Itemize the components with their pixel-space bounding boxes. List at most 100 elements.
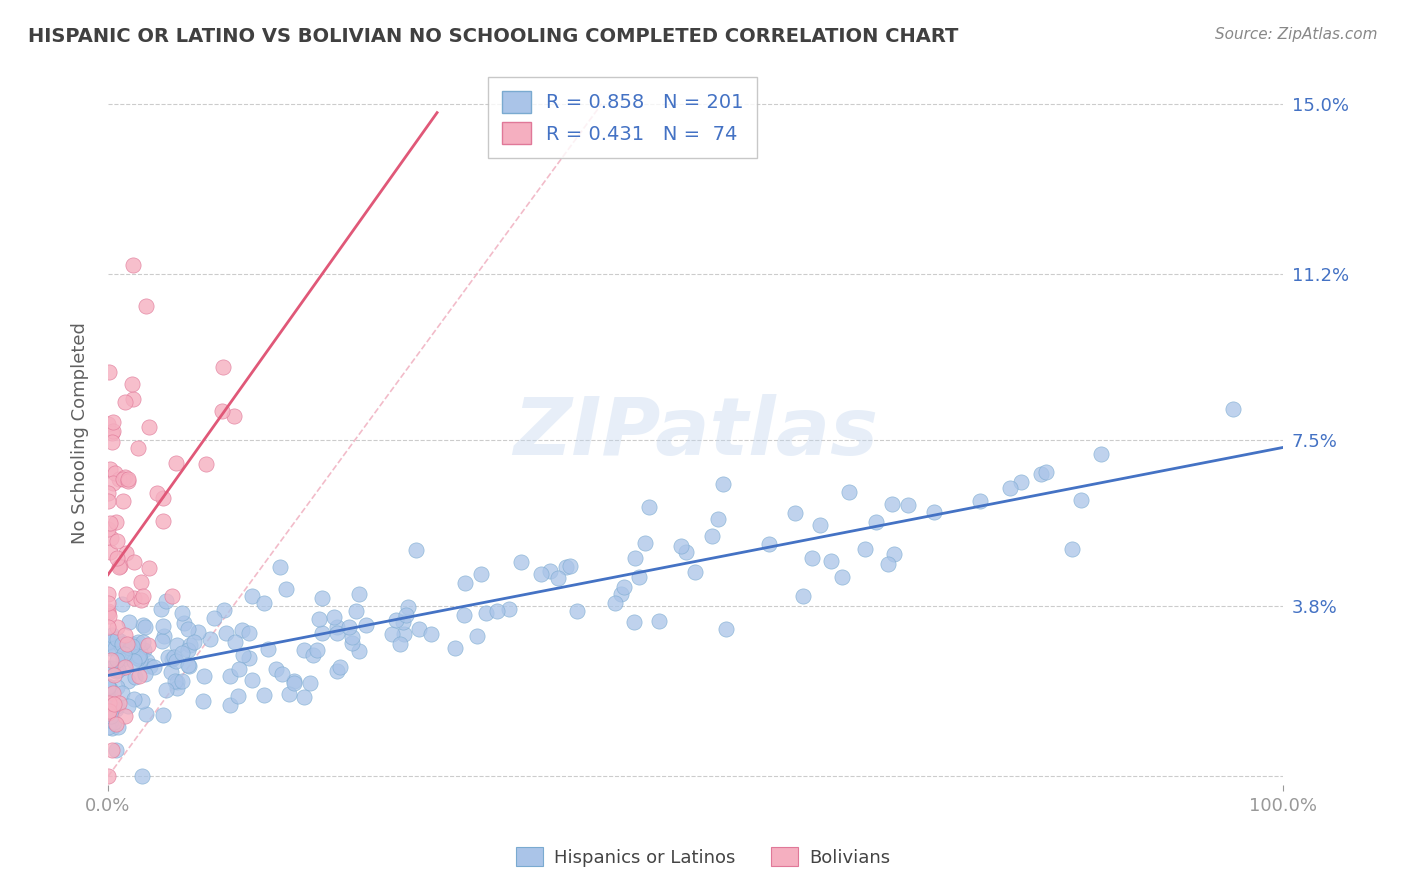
Point — [127, 650, 149, 665]
Point — [111, 637, 134, 651]
Point — [354, 618, 377, 632]
Point — [219, 669, 242, 683]
Point — [283, 676, 305, 690]
Point — [231, 623, 253, 637]
Point — [98, 636, 121, 650]
Point — [165, 457, 187, 471]
Point — [270, 666, 292, 681]
Point — [149, 602, 172, 616]
Point — [97, 522, 120, 536]
Point — [381, 627, 404, 641]
Point — [1010, 475, 1032, 489]
Point — [152, 491, 174, 505]
Point — [177, 623, 200, 637]
Point — [97, 680, 120, 694]
Point — [998, 481, 1021, 495]
Point — [98, 682, 121, 697]
Point — [152, 619, 174, 633]
Point — [134, 667, 156, 681]
Point — [146, 486, 169, 500]
Point — [111, 686, 134, 700]
Point — [347, 644, 370, 658]
Point — [194, 457, 217, 471]
Point — [173, 616, 195, 631]
Point — [160, 589, 183, 603]
Point — [138, 419, 160, 434]
Legend: R = 0.858   N = 201, R = 0.431   N =  74: R = 0.858 N = 201, R = 0.431 N = 74 — [488, 77, 758, 158]
Point — [114, 709, 136, 723]
Point — [138, 659, 160, 673]
Point — [716, 622, 738, 636]
Point — [97, 693, 120, 707]
Point — [193, 669, 215, 683]
Point — [638, 500, 661, 515]
Point — [882, 497, 904, 511]
Point — [97, 634, 120, 648]
Point — [610, 587, 633, 601]
Point — [97, 661, 120, 675]
Point — [311, 626, 333, 640]
Point — [110, 639, 132, 653]
Point — [135, 654, 157, 668]
Point — [211, 404, 233, 418]
Point — [292, 642, 315, 657]
Point — [97, 493, 120, 508]
Point — [107, 560, 129, 574]
Point — [342, 636, 364, 650]
Point — [785, 506, 807, 520]
Point — [111, 597, 134, 611]
Point — [100, 531, 122, 545]
Legend: Hispanics or Latinos, Bolivians: Hispanics or Latinos, Bolivians — [509, 840, 897, 874]
Point — [111, 472, 134, 486]
Point — [103, 715, 125, 730]
Point — [613, 581, 636, 595]
Point — [538, 564, 561, 578]
Point — [132, 618, 155, 632]
Point — [103, 641, 125, 656]
Point — [98, 462, 121, 476]
Point — [232, 648, 254, 662]
Point — [160, 652, 183, 666]
Point — [170, 606, 193, 620]
Point — [124, 670, 146, 684]
Point — [117, 674, 139, 689]
Point — [647, 614, 669, 628]
Point — [385, 613, 408, 627]
Point — [624, 551, 647, 566]
Point — [240, 673, 263, 688]
Point — [122, 637, 145, 651]
Point — [132, 643, 155, 657]
Point — [623, 615, 645, 629]
Point — [117, 698, 139, 713]
Point — [152, 629, 174, 643]
Point — [340, 630, 363, 644]
Point — [101, 434, 124, 449]
Point — [103, 415, 125, 429]
Point — [105, 680, 128, 694]
Point — [675, 545, 697, 559]
Point — [392, 615, 415, 630]
Point — [547, 571, 569, 585]
Point — [97, 596, 120, 610]
Point — [132, 635, 155, 649]
Point — [212, 603, 235, 617]
Point — [142, 660, 165, 674]
Point — [117, 472, 139, 486]
Point — [105, 698, 128, 713]
Point — [150, 634, 173, 648]
Point — [105, 620, 128, 634]
Point — [107, 663, 129, 677]
Point — [114, 469, 136, 483]
Point — [337, 620, 360, 634]
Point — [104, 702, 127, 716]
Point — [97, 679, 120, 693]
Point — [277, 687, 299, 701]
Point — [395, 608, 418, 623]
Point — [226, 689, 249, 703]
Point — [344, 604, 367, 618]
Point — [97, 604, 120, 618]
Point — [121, 258, 143, 272]
Point — [419, 627, 441, 641]
Point — [129, 574, 152, 589]
Point — [179, 658, 201, 673]
